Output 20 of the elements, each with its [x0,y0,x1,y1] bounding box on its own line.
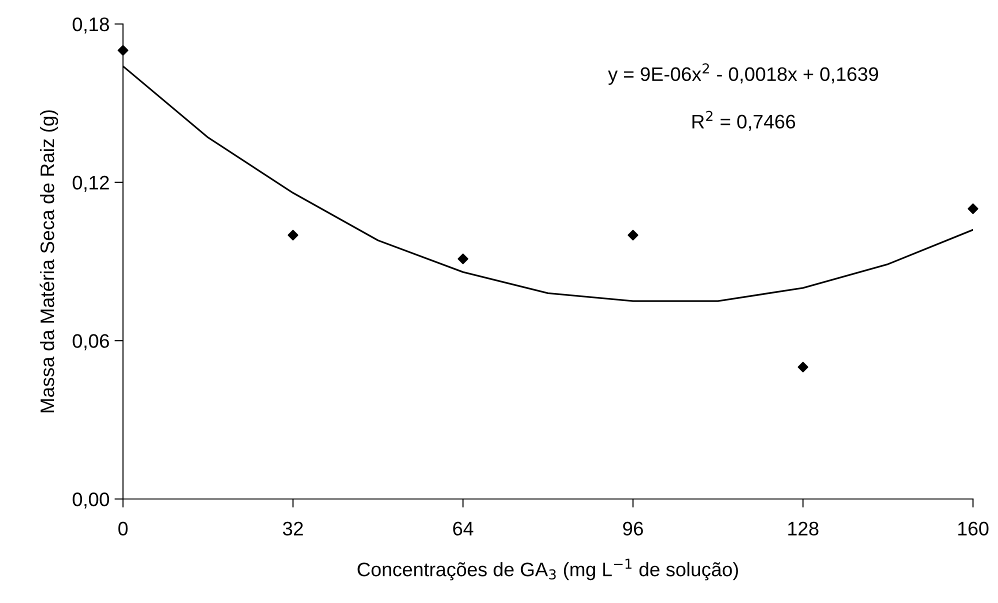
y-axis-title: Massa da Matéria Seca de Raiz (g) [40,110,58,412]
point [628,230,638,240]
x-tick-label: 128 [788,522,818,536]
point [118,45,128,56]
x-tick-label: 32 [282,522,303,536]
point [288,230,298,240]
y-tick-label: 0,00 [72,492,110,509]
annotation: y = 9E-06x$^{2}$ - 0,0018x + 0,1639 [608,63,878,85]
x-tick-label: 160 [958,522,988,536]
x-axis-title: Concentrações de GA$_{3}$ (mg L$^{−1}$ de solução) [358,558,738,580]
x-tick-label: 64 [453,522,474,536]
annotation: R$^{2}$ = 0,7466 [692,110,796,131]
y-tick-label: 0,06 [72,334,109,350]
y-tick-label: 0,12 [72,176,109,192]
point [968,203,978,214]
x-tick-label: 96 [623,522,643,536]
point [798,362,808,372]
point [458,254,468,264]
x-tick-label: 0 [118,522,128,536]
y-tick-label: 0,18 [72,17,109,34]
